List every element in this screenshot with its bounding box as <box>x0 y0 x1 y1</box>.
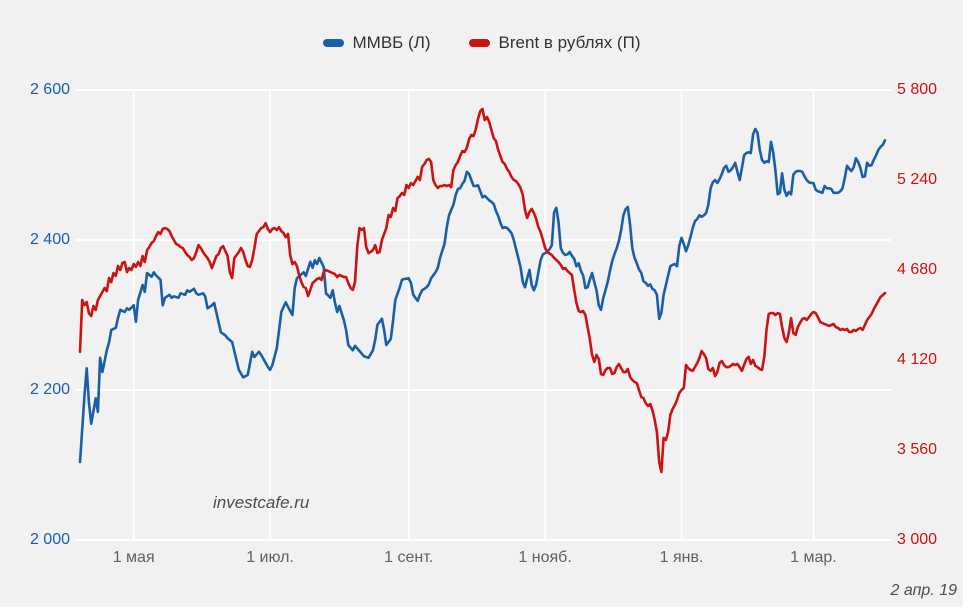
y-axis-right-tick-label: 4 680 <box>897 261 938 278</box>
series-mmvb-line <box>78 127 887 464</box>
series-brent-line <box>78 107 887 474</box>
footer-date: 2 апр. 19 <box>890 582 957 599</box>
y-axis-left-tick-label: 2 200 <box>29 381 70 398</box>
watermark: investcafe.ru <box>213 493 310 512</box>
x-axis-tick-label: 1 нояб. <box>518 549 572 566</box>
legend-label-brent: Brent в рублях (П) <box>498 33 641 52</box>
x-axis-tick-label: 1 мар. <box>790 549 837 566</box>
legend-marker-mmvb-icon <box>322 39 344 47</box>
x-axis-tick-label: 1 сент. <box>384 549 434 566</box>
legend-item-brent[interactable]: Brent в рублях (П) <box>468 33 641 53</box>
y-axis-left-tick-label: 2 000 <box>29 531 70 548</box>
y-axis-right-tick-label: 5 800 <box>897 81 938 98</box>
y-axis-right-tick-label: 3 560 <box>897 441 938 458</box>
x-axis-tick-label: 1 янв. <box>659 549 704 566</box>
y-axis-left-tick-label: 2 600 <box>29 81 70 98</box>
x-axis-tick-label: 1 июл. <box>246 549 294 566</box>
legend-marker-brent-icon <box>468 39 490 47</box>
legend-item-mmvb[interactable]: ММВБ (Л) <box>322 33 431 53</box>
y-axis-right-tick-label: 5 240 <box>897 171 938 188</box>
legend-label-mmvb: ММВБ (Л) <box>352 33 431 52</box>
x-axis-tick-label: 1 мая <box>112 549 155 566</box>
y-axis-right-tick-label: 3 000 <box>897 531 938 548</box>
y-axis-right-tick-label: 4 120 <box>897 351 938 368</box>
y-axis-left-tick-label: 2 400 <box>29 231 70 248</box>
legend: ММВБ (Л) Brent в рублях (П) <box>0 30 963 56</box>
